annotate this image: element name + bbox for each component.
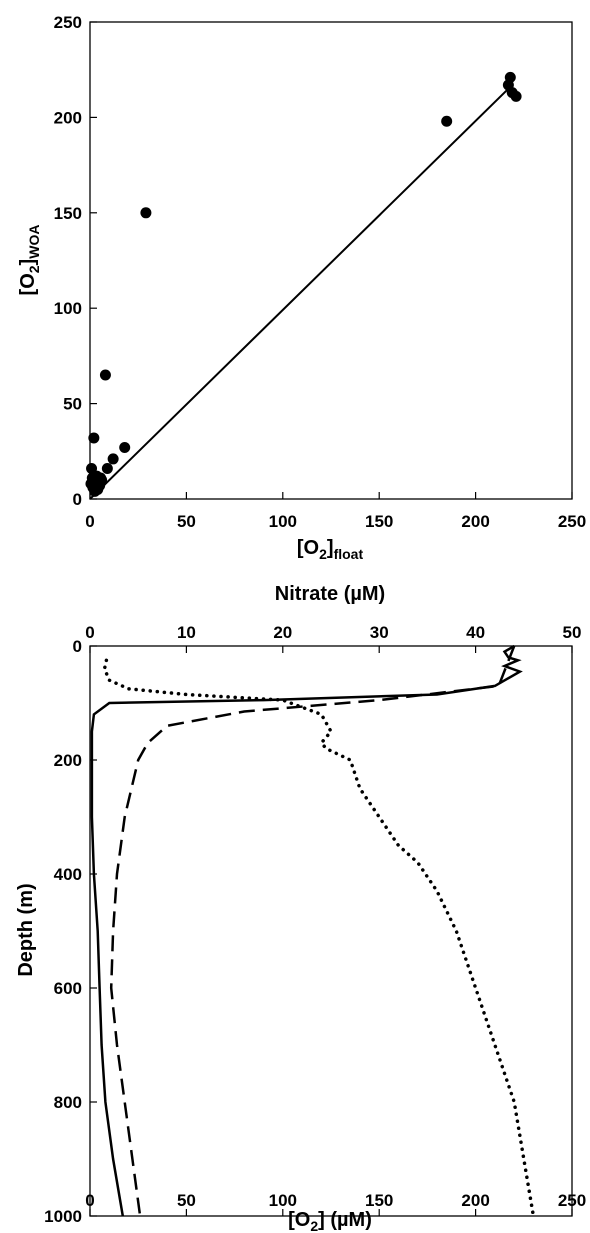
scatter-point [88, 432, 100, 444]
profile-nitrate-ticks: 0 10 20 30 40 50 [85, 623, 581, 653]
scatter-panel: 0 50 100 150 200 250 0 50 100 150 200 250 [O2]floa… [17, 13, 586, 562]
scatter-point [119, 441, 131, 453]
profile-plot-frame [89, 645, 573, 1217]
scatter-point [107, 453, 119, 465]
scatter-point [502, 79, 514, 91]
scatter-x-tick-label: 100 [269, 512, 297, 531]
scatter-point [140, 207, 152, 219]
o2-tick-label: 250 [558, 1191, 586, 1210]
depth-tick-label: 200 [54, 751, 82, 770]
scatter-y-tick-label: 200 [54, 108, 82, 127]
depth-tick-label: 1000 [44, 1207, 82, 1226]
scatter-point [510, 90, 522, 102]
scatter-point [441, 115, 453, 127]
scatter-y-tick-label: 50 [63, 395, 82, 414]
o2-tick-label: 150 [365, 1191, 393, 1210]
nitrate-tick-label: 50 [563, 623, 582, 642]
profile-o2-ticks: 0 50 100 150 200 250 [85, 1191, 586, 1216]
scatter-y-ticks: 0 50 100 150 200 250 [54, 13, 97, 509]
scatter-x-axis-label: [O2]float [297, 537, 364, 562]
o2-axis-label: [O2] (µM) [288, 1209, 372, 1233]
scatter-y-tick-label: 150 [54, 204, 82, 223]
scatter-x-tick-label: 50 [177, 512, 196, 531]
scatter-plot-frame [89, 21, 573, 500]
scatter-x-tick-label: 0 [85, 512, 94, 531]
depth-tick-label: 400 [54, 865, 82, 884]
o2-tick-label: 50 [177, 1191, 196, 1210]
o2-tick-label: 200 [461, 1191, 489, 1210]
nitrate-tick-label: 40 [466, 623, 485, 642]
depth-tick-label: 0 [73, 637, 82, 656]
profile-line-dashed [109, 645, 516, 1217]
depth-axis-label: Depth (m) [15, 883, 37, 976]
scatter-point [99, 369, 111, 381]
nitrate-tick-label: 0 [85, 623, 94, 642]
scatter-x-tick-label: 250 [558, 512, 586, 531]
scatter-marks [85, 71, 522, 500]
profile-line-dotted [102, 658, 536, 1218]
scatter-x-tick-label: 200 [461, 512, 489, 531]
nitrate-tick-label: 20 [273, 623, 292, 642]
nitrate-axis-label: Nitrate (µM) [275, 583, 385, 605]
regression-line [89, 86, 512, 500]
depth-profile-panel: 0 200 400 600 800 1000 0 50 100 150 200 250 0 10 20 3… [15, 583, 586, 1233]
nitrate-tick-label: 10 [177, 623, 196, 642]
o2-tick-label: 100 [269, 1191, 297, 1210]
scatter-y-tick-label: 100 [54, 299, 82, 318]
depth-tick-label: 800 [54, 1093, 82, 1112]
scatter-point [101, 462, 113, 474]
profile-line-solid [90, 644, 523, 1217]
depth-tick-label: 600 [54, 979, 82, 998]
profile-lines [90, 644, 536, 1218]
profile-depth-ticks: 0 200 400 600 800 1000 [44, 637, 97, 1226]
scatter-y-axis-label: [O2]WOA [17, 225, 42, 296]
scatter-x-ticks: 0 50 100 150 200 250 [85, 492, 586, 531]
scatter-point [96, 474, 108, 486]
nitrate-tick-label: 30 [370, 623, 389, 642]
scatter-x-tick-label: 150 [365, 512, 393, 531]
scatter-y-tick-label: 250 [54, 13, 82, 32]
scatter-y-tick-label: 0 [73, 490, 82, 509]
o2-tick-label: 0 [85, 1191, 94, 1210]
